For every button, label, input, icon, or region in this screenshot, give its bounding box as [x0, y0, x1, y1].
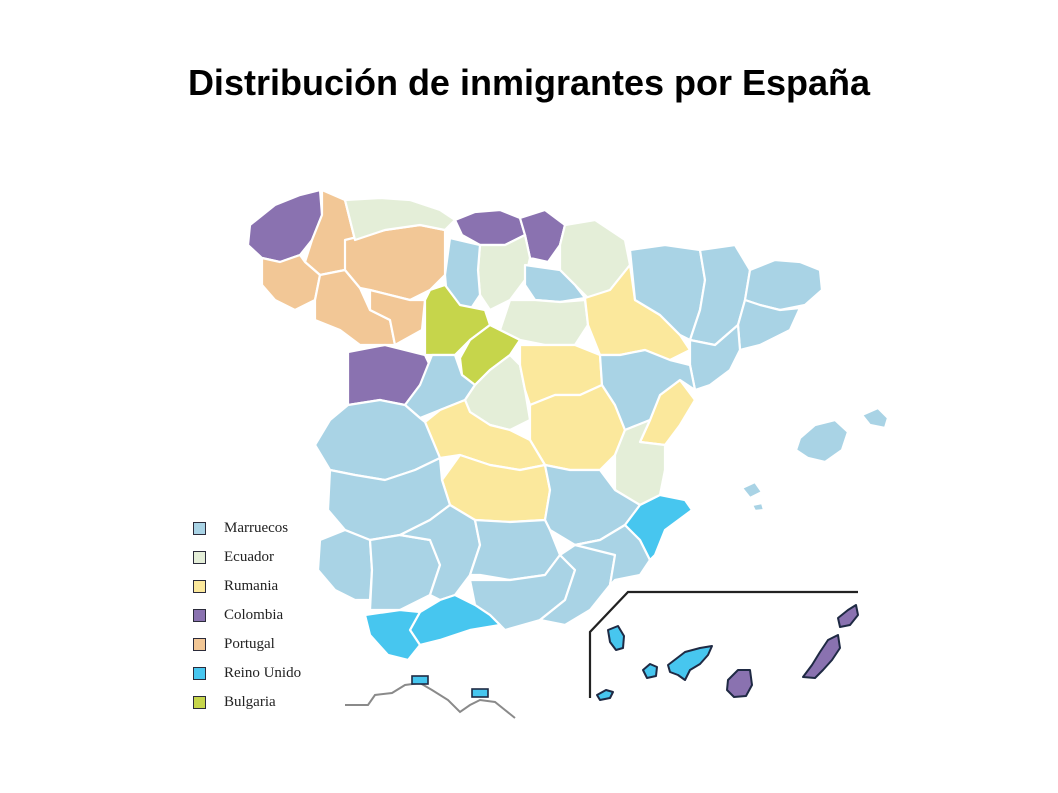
- region-sevilla: [368, 533, 442, 612]
- legend-label: Ecuador: [224, 549, 274, 565]
- legend-swatch: [193, 580, 206, 593]
- island-el-hierro: [596, 689, 614, 701]
- region-palencia: [443, 236, 482, 312]
- island-lanzarote: [837, 604, 859, 628]
- slide-title: Distribución de inmigrantes por España: [187, 62, 871, 103]
- island-formentera: [750, 501, 766, 513]
- region-cordoba: [398, 503, 482, 602]
- region-murcia: [573, 523, 652, 587]
- island-ibiza: [740, 480, 764, 500]
- legend-label: Marruecos: [224, 520, 289, 536]
- north-africa-coast: [345, 681, 516, 719]
- island-mallorca: [794, 418, 850, 464]
- region-teruel: [598, 348, 697, 432]
- region-alicante: [623, 493, 694, 562]
- legend-item-marruecos: Marruecos: [193, 519, 353, 548]
- legend-item-reino-unido: Reino Unido: [193, 664, 353, 693]
- island-tenerife: [667, 645, 713, 681]
- legend-label: Rumania: [224, 578, 279, 594]
- region-jaen: [468, 518, 562, 582]
- legend-item-ecuador: Ecuador: [193, 548, 353, 577]
- island-la-palma: [607, 625, 625, 651]
- legend-swatch: [193, 522, 206, 535]
- legend-swatch: [193, 638, 206, 651]
- legend-label: Reino Unido: [224, 665, 302, 681]
- island-la-gomera: [642, 663, 658, 679]
- region-zamora-west: [368, 288, 427, 347]
- canary-inset-frame: [588, 590, 858, 698]
- region-girona: [743, 258, 824, 312]
- ceuta-marker: [411, 675, 429, 685]
- melilla-marker: [471, 688, 489, 698]
- legend-item-rumania: Rumania: [193, 577, 353, 606]
- island-gran-canaria: [726, 669, 753, 698]
- island-fuerteventura: [802, 634, 841, 679]
- legend-item-bulgaria: Bulgaria: [193, 693, 353, 722]
- legend-item-portugal: Portugal: [193, 635, 353, 664]
- legend-swatch: [193, 696, 206, 709]
- map-legend: Marruecos Ecuador Rumania Colombia Portu…: [193, 519, 353, 722]
- legend-item-colombia: Colombia: [193, 606, 353, 635]
- legend-label: Colombia: [224, 607, 284, 623]
- island-menorca: [860, 406, 890, 430]
- region-burgos: [476, 233, 532, 312]
- legend-label: Bulgaria: [224, 694, 276, 710]
- region-cadiz: [363, 608, 422, 662]
- legend-swatch: [193, 667, 206, 680]
- region-asturias: [343, 196, 457, 242]
- legend-swatch: [193, 609, 206, 622]
- legend-swatch: [193, 551, 206, 564]
- legend-label: Portugal: [224, 636, 275, 652]
